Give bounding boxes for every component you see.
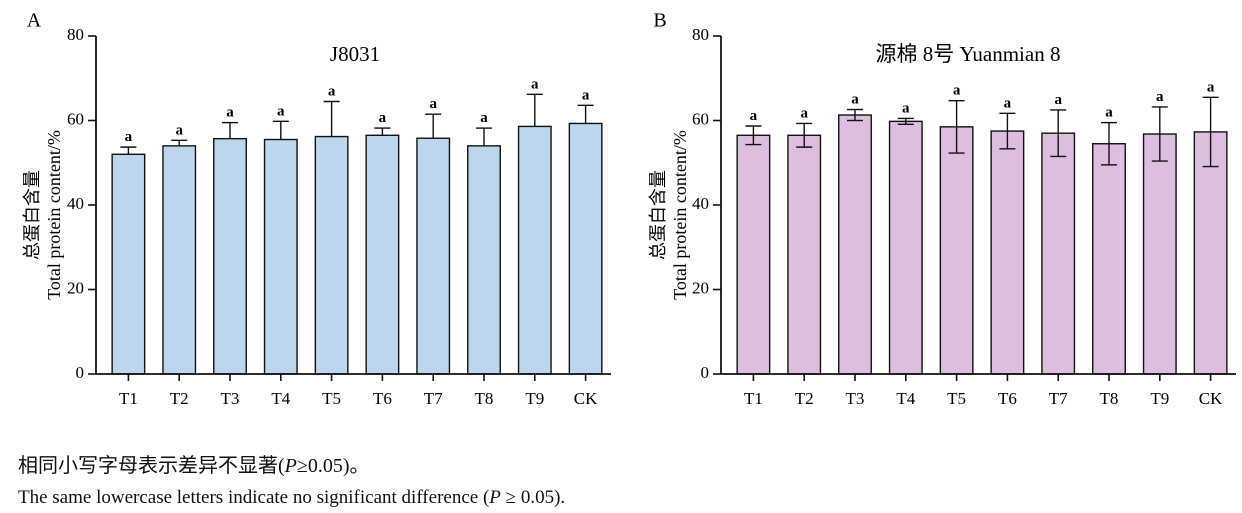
x-tick-label: T7 xyxy=(424,389,443,408)
y-tick-label: 20 xyxy=(692,278,709,297)
y-tick-label: 60 xyxy=(692,109,709,128)
x-tick-label: T8 xyxy=(475,389,494,408)
significance-letter: a xyxy=(1207,79,1215,95)
x-tick-label: T6 xyxy=(998,389,1017,408)
x-tick-label: CK xyxy=(1199,389,1223,408)
panel-label: A xyxy=(27,10,42,32)
significance-letter: a xyxy=(125,129,133,145)
significance-letter: a xyxy=(277,103,285,119)
x-tick-label: T4 xyxy=(271,389,290,408)
bar xyxy=(162,145,197,375)
significance-letter: a xyxy=(582,87,590,103)
caption-en-text: The same lowercase letters indicate no s… xyxy=(18,487,490,508)
bar xyxy=(939,126,974,375)
x-tick-label: T8 xyxy=(1100,389,1119,408)
caption-chinese: 相同小写字母表示差异不显著(P≥0.05)。 xyxy=(18,449,370,478)
bar xyxy=(111,153,146,375)
caption-english: The same lowercase letters indicate no s… xyxy=(18,487,565,509)
bar xyxy=(467,145,501,375)
y-axis-label-en: Total protein content/% xyxy=(44,130,64,300)
bar xyxy=(365,134,400,375)
y-tick-label: 40 xyxy=(692,194,709,213)
caption-cn-rest: ≥0.05)。 xyxy=(296,455,370,477)
y-tick-label: 60 xyxy=(67,109,84,128)
significance-letter: a xyxy=(953,83,961,99)
chart-title: 源棉 8号 Yuanmian 8 xyxy=(876,42,1061,66)
bar xyxy=(213,137,247,375)
caption-en-p: P xyxy=(489,487,501,508)
y-axis-label-cn: 总蛋白含量 xyxy=(648,170,668,260)
y-tick-label: 0 xyxy=(76,363,85,382)
x-tick-label: T5 xyxy=(322,389,341,408)
bar xyxy=(1092,143,1126,375)
bar xyxy=(568,122,603,375)
bar xyxy=(1193,131,1228,375)
y-axis-label-en: Total protein content/% xyxy=(670,130,690,300)
bar xyxy=(888,120,923,375)
significance-letter: a xyxy=(429,96,437,112)
x-tick-label: T1 xyxy=(744,389,763,408)
bar xyxy=(990,130,1025,375)
significance-letter: a xyxy=(328,83,336,99)
y-tick-label: 0 xyxy=(701,363,710,382)
y-tick-label: 40 xyxy=(67,194,84,213)
caption-en-rest: ≥ 0.05). xyxy=(500,487,566,508)
bar xyxy=(1041,132,1076,375)
bar xyxy=(263,138,298,375)
bar xyxy=(517,125,552,375)
significance-letter: a xyxy=(379,110,387,126)
x-tick-label: T6 xyxy=(373,389,392,408)
y-tick-label: 80 xyxy=(67,25,84,44)
significance-letter: a xyxy=(902,100,910,116)
significance-letter: a xyxy=(1105,105,1113,121)
x-tick-label: T3 xyxy=(846,389,865,408)
significance-letter: a xyxy=(480,110,488,126)
x-tick-label: T3 xyxy=(221,389,240,408)
x-tick-label: T2 xyxy=(170,389,189,408)
significance-letter: a xyxy=(851,92,859,108)
bar xyxy=(416,137,451,375)
significance-letter: a xyxy=(750,108,758,124)
significance-letter: a xyxy=(531,76,539,92)
significance-letter: a xyxy=(1156,89,1164,105)
significance-letter: a xyxy=(800,105,808,121)
x-tick-label: T5 xyxy=(947,389,966,408)
x-tick-label: CK xyxy=(574,389,598,408)
y-tick-label: 20 xyxy=(67,278,84,297)
bar xyxy=(314,135,349,375)
bar xyxy=(736,134,771,375)
caption-cn-p: P xyxy=(284,455,297,477)
x-tick-label: T7 xyxy=(1049,389,1068,408)
significance-letter: a xyxy=(1054,92,1062,108)
y-axis-label-cn: 总蛋白含量 xyxy=(22,170,42,260)
bar xyxy=(787,134,822,375)
significance-letter: a xyxy=(226,105,234,121)
x-tick-label: T9 xyxy=(1150,389,1169,408)
significance-letter: a xyxy=(1004,95,1012,111)
x-tick-label: T1 xyxy=(119,389,138,408)
x-tick-label: T4 xyxy=(896,389,915,408)
y-tick-label: 80 xyxy=(692,25,709,44)
bar xyxy=(838,114,872,375)
panel-label: B xyxy=(653,10,666,32)
x-tick-label: T2 xyxy=(795,389,814,408)
x-tick-label: T9 xyxy=(525,389,544,408)
bar xyxy=(1142,133,1177,375)
chart-title: J8031 xyxy=(330,42,380,66)
caption-cn-text: 相同小写字母表示差异不显著( xyxy=(18,455,285,477)
significance-letter: a xyxy=(175,122,183,138)
